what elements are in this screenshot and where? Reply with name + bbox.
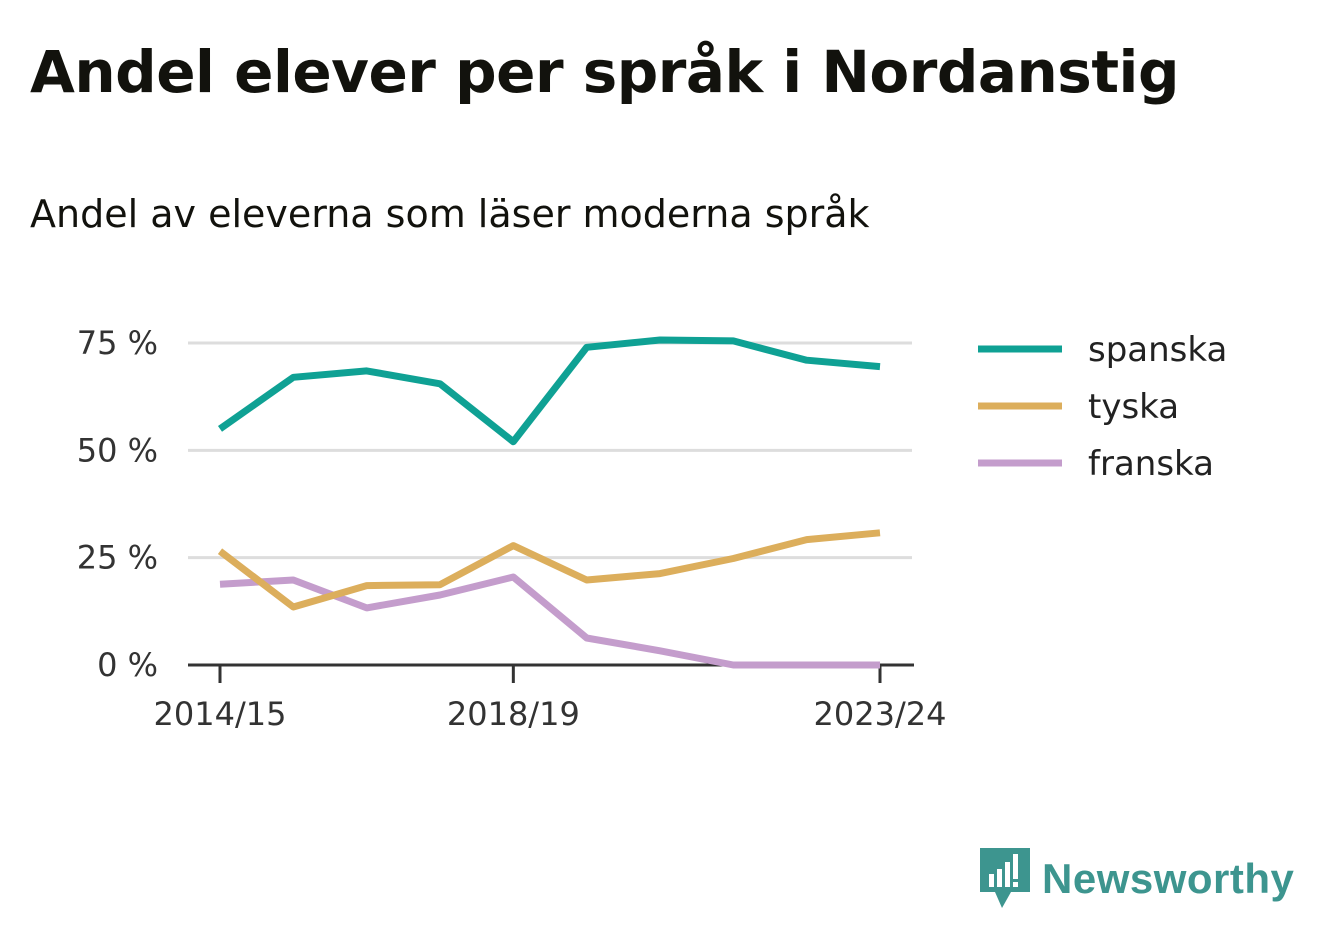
- x-tick-label: 2014/15: [154, 695, 287, 733]
- legend-label-franska: franska: [1088, 444, 1214, 484]
- bar-chart-speech-bubble-icon: [980, 848, 1030, 908]
- chart-subtitle: Andel av eleverna som läser moderna språ…: [30, 192, 870, 236]
- legend-label-spanska: spanska: [1088, 330, 1227, 370]
- x-axis: 2014/15 2018/19 2023/24: [154, 663, 947, 733]
- y-tick-label: 25 %: [77, 539, 158, 577]
- legend-label-tyska: tyska: [1088, 387, 1179, 427]
- brand-name: Newsworthy: [1042, 855, 1295, 902]
- y-axis: 0 % 25 % 50 % 75 %: [77, 324, 158, 684]
- gridlines: [188, 341, 912, 560]
- series-line-franska: [219, 573, 880, 669]
- y-tick-label: 0 %: [97, 646, 158, 684]
- x-tick-label: 2018/19: [447, 695, 580, 733]
- chart-title: Andel elever per språk i Nordanstig: [30, 38, 1179, 106]
- series-lines: [217, 336, 881, 669]
- newsworthy-logo: Newsworthy: [980, 848, 1294, 910]
- series-line-tyska: [217, 529, 881, 611]
- y-tick-label: 75 %: [77, 324, 158, 362]
- y-tick-label: 50 %: [77, 431, 158, 469]
- legend: spanska tyska franska: [978, 330, 1227, 484]
- series-line-spanska: [217, 336, 881, 446]
- x-tick-label: 2023/24: [814, 695, 947, 733]
